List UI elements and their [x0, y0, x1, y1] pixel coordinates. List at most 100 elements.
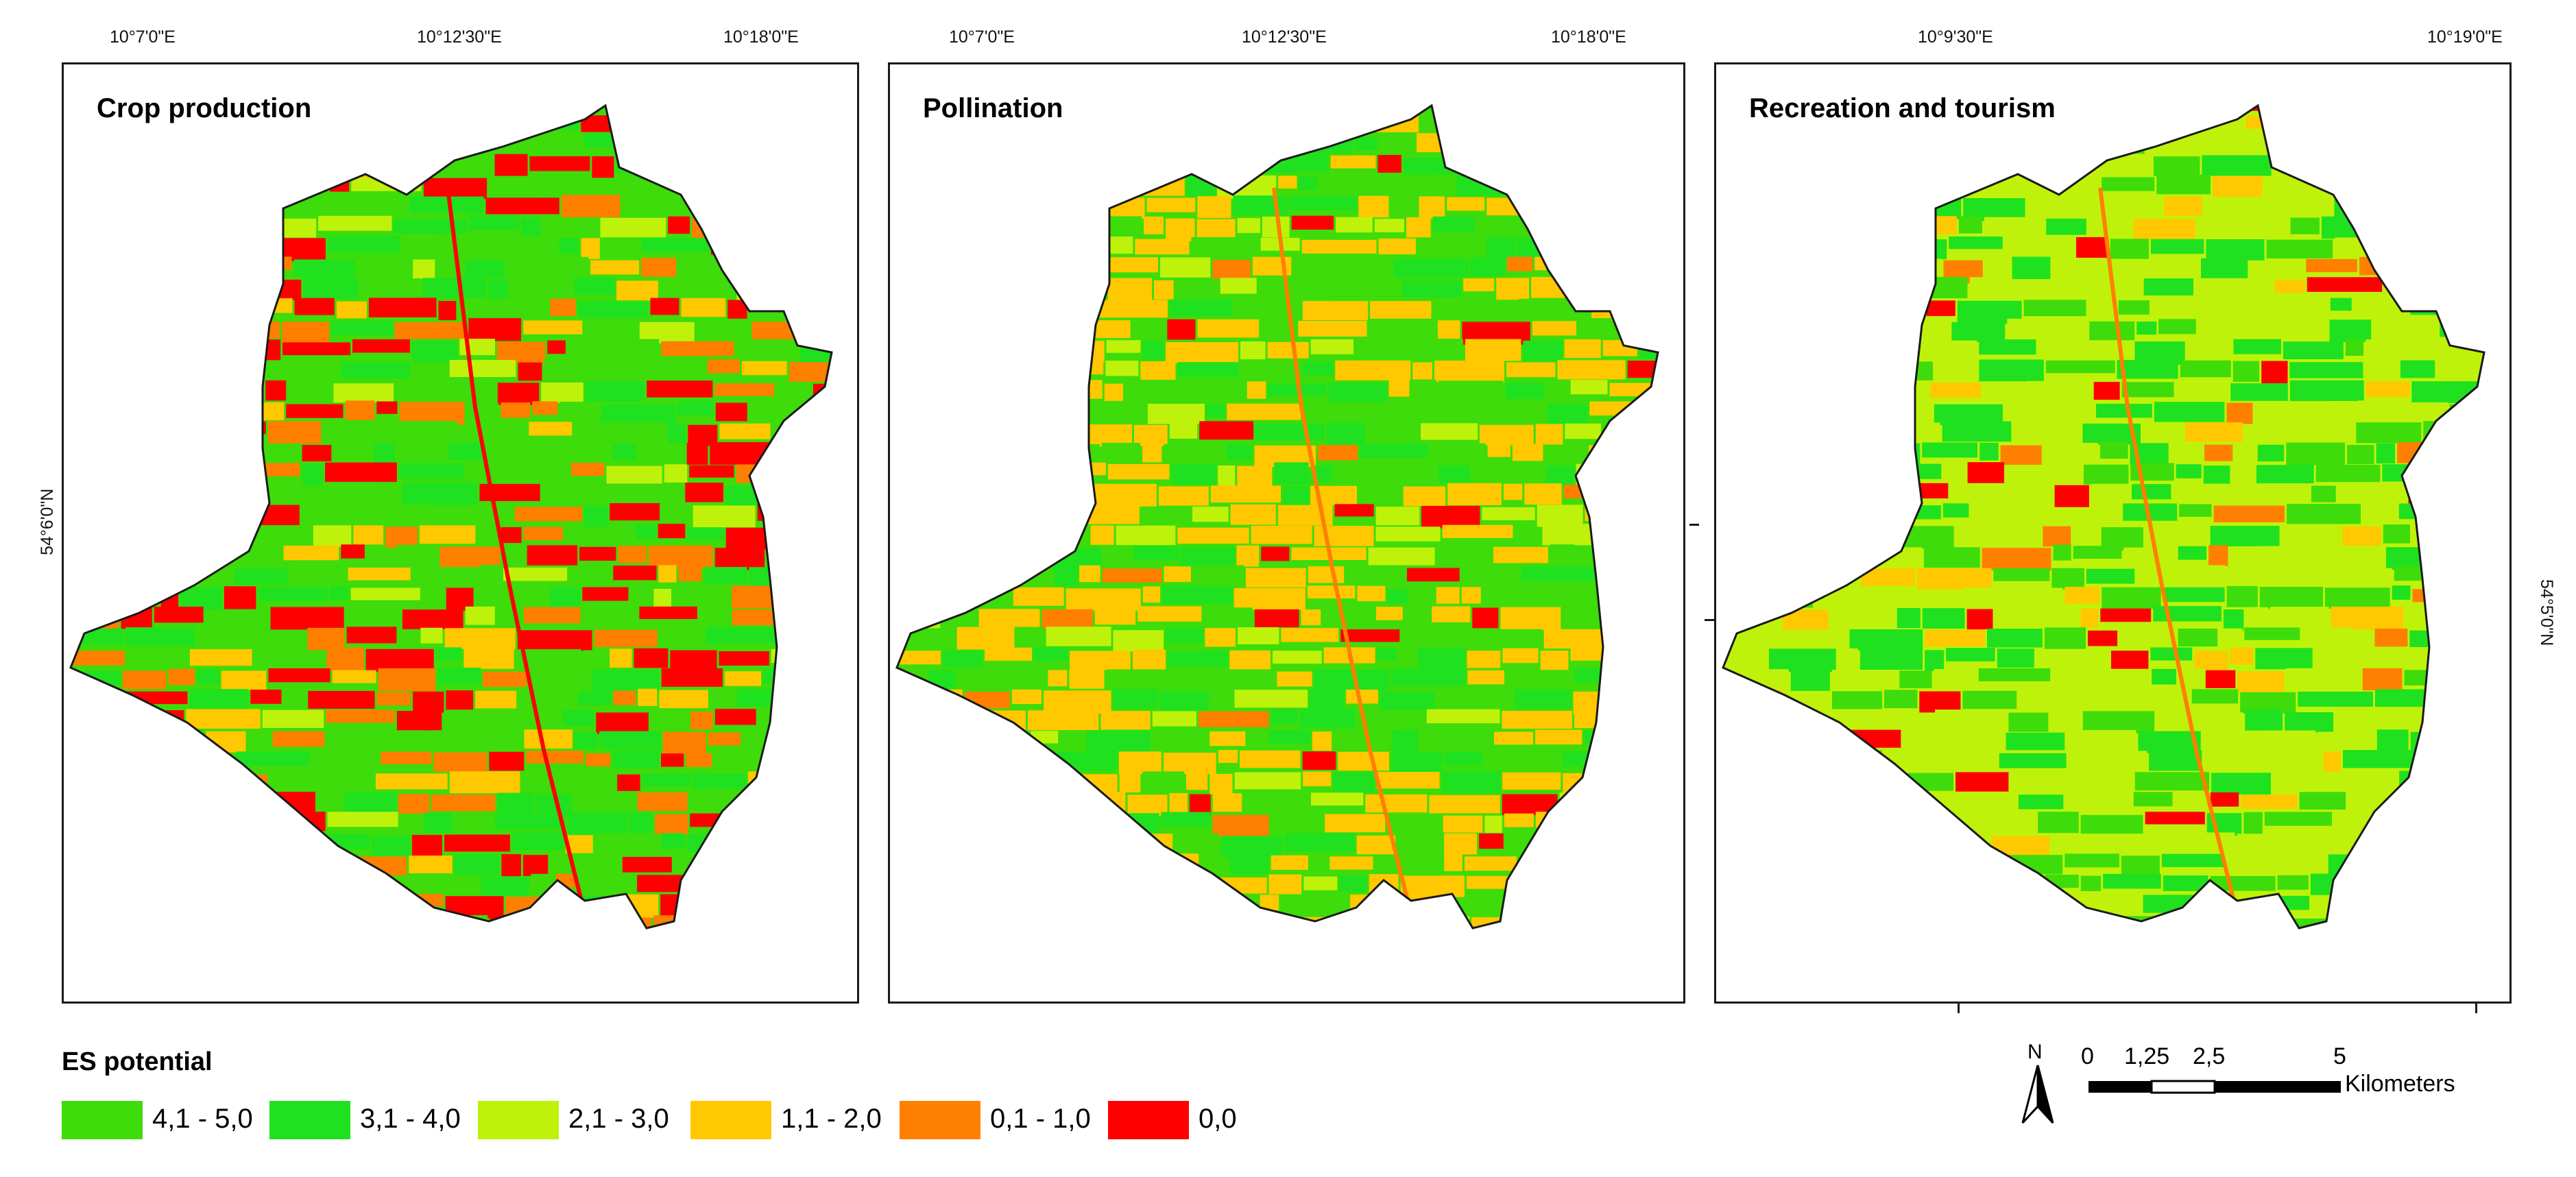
land-parcel: [1166, 342, 1239, 363]
land-parcel: [897, 526, 924, 543]
land-parcel: [1148, 404, 1205, 424]
land-parcel: [2210, 792, 2239, 807]
land-parcel: [483, 671, 527, 688]
land-parcel: [1113, 630, 1164, 652]
land-parcel: [699, 609, 730, 627]
land-parcel: [1099, 257, 1158, 273]
land-parcel: [1319, 175, 1384, 195]
land-parcel: [804, 154, 832, 175]
land-parcel: [402, 609, 464, 629]
land-parcel: [928, 670, 956, 693]
land-parcel: [2046, 218, 2086, 235]
land-parcel: [655, 116, 690, 136]
land-parcel: [354, 156, 383, 178]
land-parcel: [1539, 106, 1563, 112]
land-parcel: [1842, 771, 1886, 790]
land-parcel: [1997, 648, 2034, 668]
land-parcel: [515, 116, 540, 135]
land-parcel: [1723, 670, 1744, 688]
land-parcel: [110, 216, 161, 231]
land-parcel: [2314, 648, 2372, 671]
land-parcel: [1797, 834, 1855, 849]
land-parcel: [1977, 729, 2004, 747]
land-parcel: [1923, 547, 1980, 568]
land-parcel: [1602, 692, 1633, 710]
land-parcel: [455, 507, 513, 524]
land-parcel: [592, 156, 614, 179]
land-parcel: [1569, 236, 1623, 252]
land-parcel: [2277, 875, 2309, 890]
region-boundary: [895, 104, 1659, 930]
land-parcel: [1251, 525, 1312, 544]
land-parcel: [1377, 917, 1401, 928]
land-parcel: [192, 175, 240, 193]
land-parcel: [1763, 343, 1804, 359]
land-parcel: [455, 106, 496, 116]
land-parcel: [1505, 383, 1545, 399]
land-parcel: [1585, 503, 1626, 522]
land-parcel: [1955, 772, 2009, 792]
land-parcel: [1810, 936, 1881, 955]
land-parcel: [1493, 546, 1548, 563]
land-parcel: [1950, 485, 1994, 504]
land-parcel: [1003, 218, 1050, 234]
land-parcel: [782, 731, 832, 749]
land-parcel: [71, 524, 112, 537]
land-parcel: [1034, 917, 1053, 928]
land-parcel: [1637, 650, 1658, 668]
land-parcel: [1090, 525, 1114, 545]
scale-tick-label: 0: [2081, 1043, 2094, 1069]
land-parcel: [1576, 463, 1600, 485]
land-parcel: [1255, 423, 1325, 441]
land-parcel: [2080, 608, 2099, 628]
land-parcel: [1665, 341, 1687, 357]
land-parcel: [1359, 485, 1401, 499]
land-parcel: [501, 402, 531, 418]
land-parcel: [992, 733, 1029, 751]
land-parcel: [622, 195, 691, 211]
land-parcel: [2206, 239, 2265, 260]
land-parcel: [2080, 875, 2102, 891]
land-parcel: [2476, 301, 2484, 315]
land-parcel: [978, 609, 1040, 627]
land-parcel: [71, 299, 123, 314]
land-parcel: [1790, 856, 1840, 873]
land-parcel: [1137, 606, 1202, 622]
land-parcel: [1329, 856, 1373, 870]
land-parcel: [1682, 423, 1687, 444]
land-parcel: [1864, 855, 1890, 877]
land-parcel: [1378, 238, 1416, 254]
land-parcel: [2494, 403, 2514, 416]
land-parcel: [649, 545, 713, 568]
land-parcel: [2405, 155, 2466, 172]
land-parcel: [455, 812, 494, 832]
land-parcel: [2223, 609, 2244, 631]
land-parcel: [897, 361, 908, 378]
land-parcel: [1668, 381, 1687, 400]
land-parcel: [1025, 814, 1083, 829]
land-parcel: [318, 154, 353, 174]
land-parcel: [724, 671, 762, 686]
land-parcel: [1333, 772, 1375, 792]
land-parcel: [712, 875, 736, 897]
land-parcel: [749, 567, 771, 588]
land-parcel: [1905, 712, 1933, 736]
land-parcel: [398, 629, 419, 649]
land-parcel: [1484, 815, 1502, 833]
land-parcel: [771, 648, 832, 663]
land-parcel: [440, 383, 496, 401]
land-parcel: [1654, 219, 1658, 241]
land-parcel: [1602, 462, 1643, 481]
land-parcel: [2286, 442, 2346, 465]
land-parcel: [1476, 400, 1545, 413]
land-parcel: [424, 812, 453, 834]
land-parcel: [200, 914, 250, 928]
land-parcel: [71, 895, 115, 918]
land-parcel: [1178, 668, 1220, 686]
land-parcel: [1860, 524, 1890, 548]
land-parcel: [1984, 217, 2045, 230]
land-parcel: [1850, 404, 1870, 422]
land-parcel: [1052, 217, 1107, 230]
land-parcel: [2241, 794, 2298, 809]
longitude-label: 10°9'30"E: [1918, 27, 1993, 47]
